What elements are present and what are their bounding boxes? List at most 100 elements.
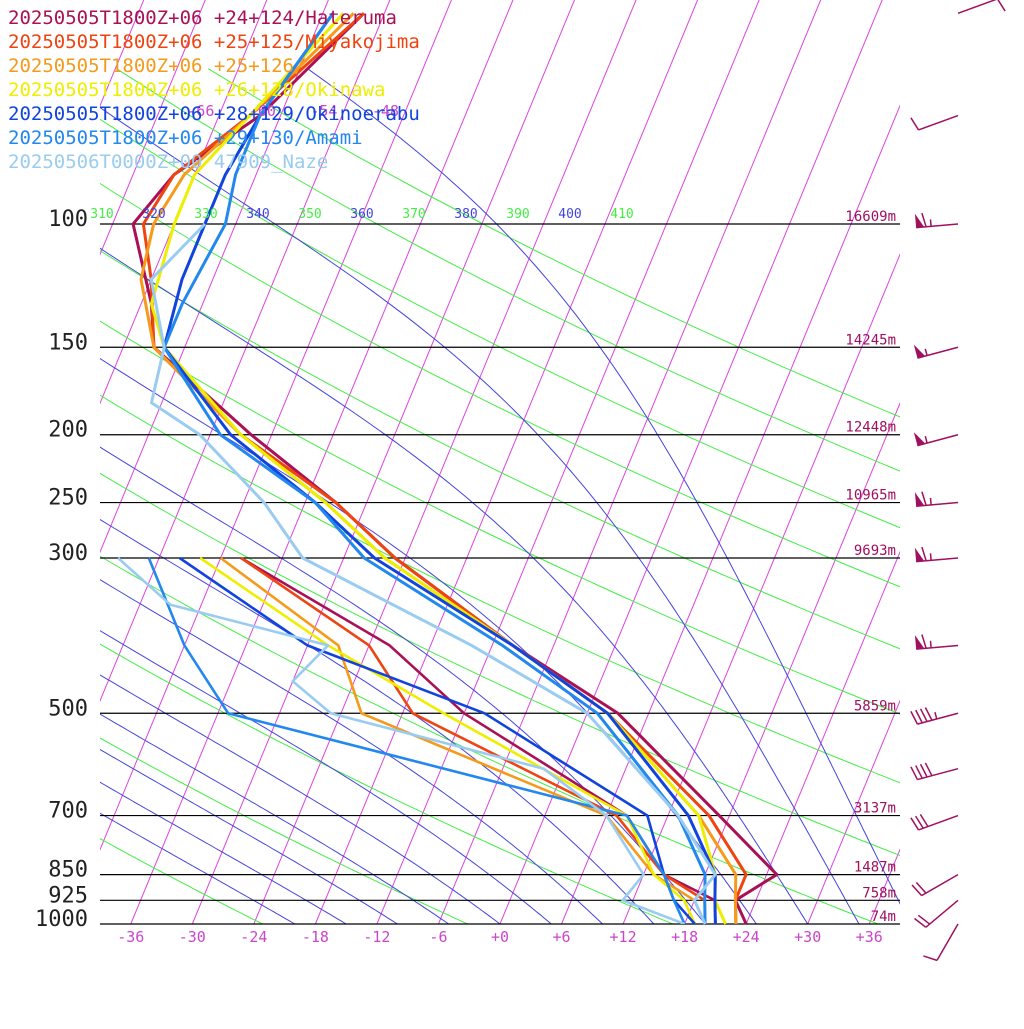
wind-barb-feather xyxy=(925,708,932,721)
wind-barb xyxy=(911,708,958,725)
wind-barb-pennant xyxy=(914,345,925,359)
moist-adiabat-line xyxy=(308,69,911,924)
temperature-tick-label: -18 xyxy=(302,928,329,946)
wind-barb xyxy=(911,814,958,830)
pressure-label: 925 xyxy=(48,883,88,908)
wind-barb xyxy=(911,763,958,780)
height-label: 12448m xyxy=(845,420,896,436)
wind-barb-half-feather xyxy=(930,498,931,505)
theta-label: 410 xyxy=(610,207,633,222)
dry-adiabat-line xyxy=(0,69,263,924)
moist-adiabat-line xyxy=(0,304,449,924)
wind-barb xyxy=(915,492,958,507)
temperature-tick-label: +0 xyxy=(491,928,509,946)
legend-entry: 20250505T1800Z+06 +25+125/Miyakojima xyxy=(8,31,420,53)
temperature-tick-label: +18 xyxy=(671,928,698,946)
wind-barb xyxy=(915,213,958,228)
legend-entry: 20250505T1800Z+06 +25+126/ xyxy=(8,55,305,77)
temperature-line xyxy=(164,13,705,924)
wind-barb-feather xyxy=(916,710,923,723)
temperature-tick-label: -30 xyxy=(179,928,206,946)
legend-entry: 20250506T0000Z+00 47909_Naze xyxy=(8,151,328,173)
wind-barb-half-feather xyxy=(935,712,937,719)
wind-barb-feather xyxy=(916,766,923,779)
height-label: 14245m xyxy=(845,332,896,348)
moist-adiabat-line xyxy=(0,385,295,924)
wind-barb-half-feather xyxy=(930,641,931,648)
height-label: 16609m xyxy=(845,209,896,225)
pressure-label: 1000 xyxy=(35,907,88,932)
theta-label: 390 xyxy=(506,207,529,222)
dry-adiabat-line xyxy=(0,69,673,924)
temperature-tick-label: -12 xyxy=(363,928,390,946)
wind-barb-half-feather xyxy=(930,553,931,560)
height-label: 5859m xyxy=(854,698,896,714)
theta-label: 400 xyxy=(558,207,581,222)
wind-barb xyxy=(912,875,958,896)
wind-barb-feather xyxy=(911,767,918,780)
theta-label: 310 xyxy=(90,207,113,222)
moist-adiabat-line xyxy=(0,69,756,924)
wind-barb-feather xyxy=(925,763,932,776)
pressure-label: 250 xyxy=(48,486,88,511)
theta-label: 340 xyxy=(246,207,269,222)
temperature-tick-label: -36 xyxy=(117,928,144,946)
theta-label: 370 xyxy=(402,207,425,222)
wind-barb-staff xyxy=(926,900,958,927)
wind-barb-feather xyxy=(997,0,1005,11)
wind-barb xyxy=(914,345,958,359)
legend-entry: 20250505T1800Z+06 +24+124/Hateruma xyxy=(8,7,397,29)
theta-label: 330 xyxy=(194,207,217,222)
dewpoint-profiles xyxy=(118,558,715,924)
legend: 20250505T1800Z+06 +24+124/Hateruma202505… xyxy=(8,7,420,173)
isotherm-line xyxy=(931,0,1024,924)
temperature-tick-label: -6 xyxy=(429,928,447,946)
isotherm-line xyxy=(808,0,1024,924)
temperature-tick-label: -24 xyxy=(240,928,267,946)
pressure-label: 100 xyxy=(48,207,88,232)
pressure-label: 850 xyxy=(48,858,88,883)
legend-entry: 20250505T1800Z+06 +26+128/Okinawa xyxy=(8,79,386,101)
dewpoint-line xyxy=(149,558,685,924)
theta-label: 380 xyxy=(454,207,477,222)
height-label: 10965m xyxy=(845,488,896,504)
isotherm-line xyxy=(685,0,1024,924)
temperature-tick-label: +30 xyxy=(794,928,821,946)
wind-barb xyxy=(958,0,1005,13)
height-label: 9693m xyxy=(854,543,896,559)
height-label: 758m xyxy=(862,885,896,901)
wind-barb xyxy=(915,900,958,927)
temperature-tick-label: +24 xyxy=(733,928,760,946)
isotherm-line xyxy=(746,0,1024,924)
temperature-tick-label: +6 xyxy=(553,928,571,946)
wind-barb-feather xyxy=(911,118,919,130)
wind-barb-half-feather xyxy=(925,349,927,356)
pressure-label: 700 xyxy=(48,799,88,824)
legend-entry: 20250505T1800Z+06 +28+129/Okinoerabu xyxy=(8,103,420,125)
wind-barb xyxy=(915,635,958,650)
dewpoint-line xyxy=(118,558,685,924)
pressure-label: 300 xyxy=(48,541,88,566)
isotherm-line xyxy=(869,0,1024,924)
legend-entry: 20250505T1800Z+06 +29+130/Amami xyxy=(8,127,363,149)
temperature-tick-label: +12 xyxy=(610,928,637,946)
wind-barb-staff xyxy=(922,875,958,896)
wind-barb-staff xyxy=(958,0,997,13)
wind-barb-feather xyxy=(923,956,937,960)
pressure-label: 200 xyxy=(48,418,88,443)
theta-label: 360 xyxy=(350,207,373,222)
height-label: 1487m xyxy=(854,860,896,876)
pressure-label: 500 xyxy=(48,696,88,721)
wind-barb-feather xyxy=(911,711,918,724)
height-label: 74m xyxy=(871,909,896,925)
theta-label: 320 xyxy=(142,207,165,222)
wind-barb-feather xyxy=(921,764,928,777)
isotherm-line xyxy=(623,0,1024,924)
dry-adiabat-line xyxy=(0,69,878,924)
wind-barb-staff xyxy=(917,435,958,446)
isotherm-line xyxy=(562,0,1003,924)
wind-barb xyxy=(915,547,958,562)
wind-barb-feather xyxy=(921,709,928,722)
